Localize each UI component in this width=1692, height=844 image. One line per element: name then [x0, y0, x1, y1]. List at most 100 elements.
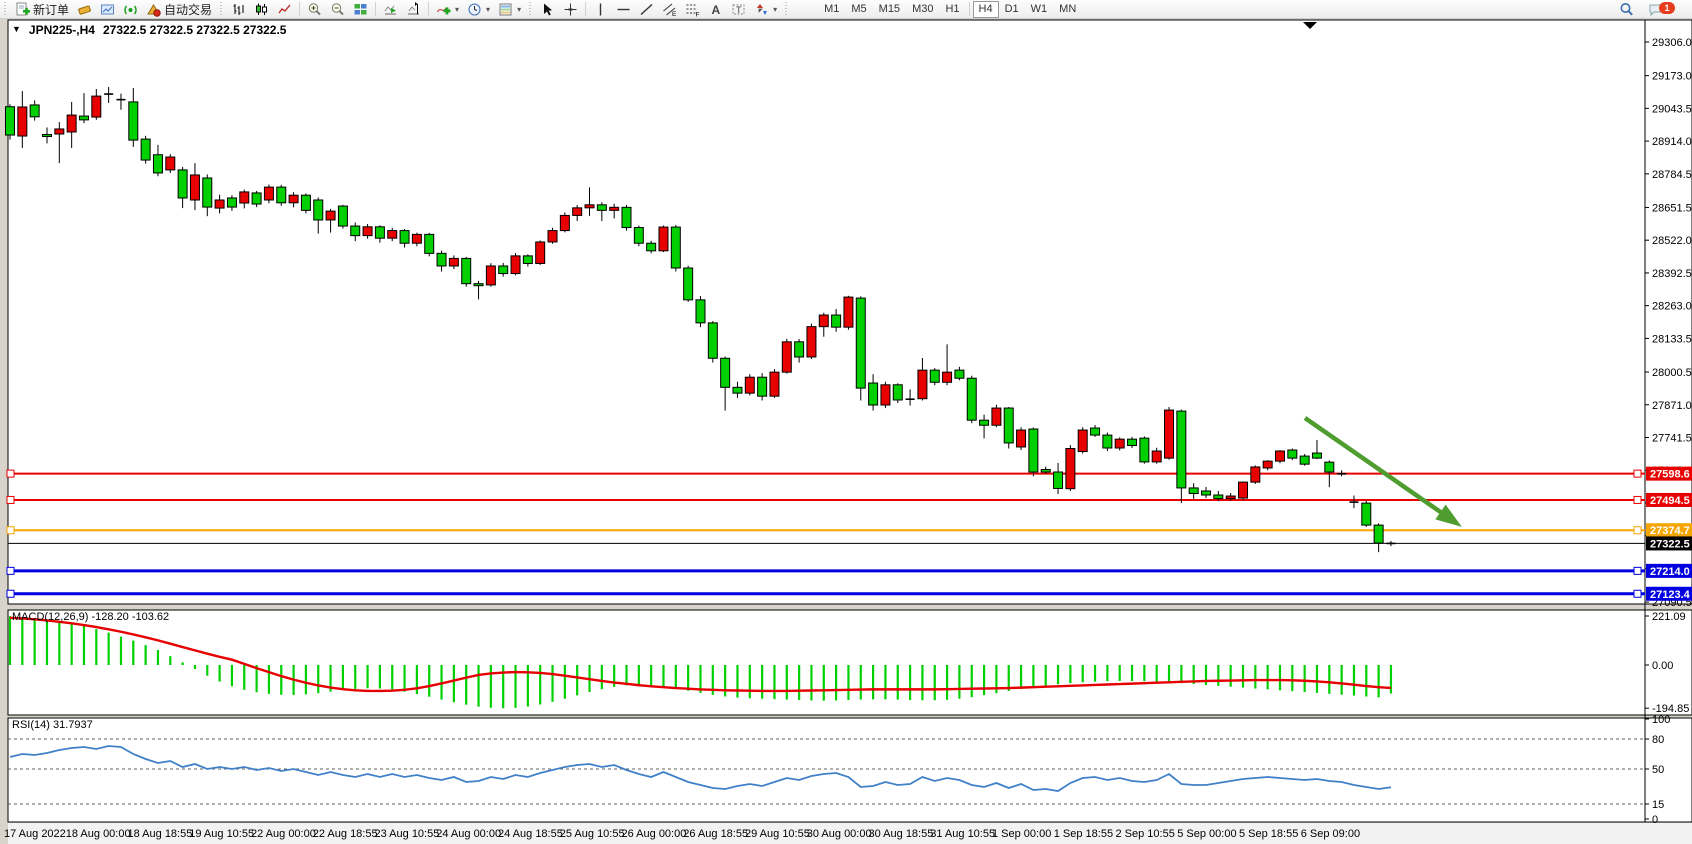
notifications-button[interactable]: 1	[1644, 1, 1686, 18]
periods-button[interactable]: ▾	[463, 1, 494, 18]
timeframe-h4-button[interactable]: H4	[972, 0, 999, 18]
candle-body	[387, 230, 398, 239]
candlestick	[1287, 448, 1298, 461]
timeframe-h1-button[interactable]: H1	[945, 3, 960, 15]
auto-scroll-button[interactable]	[379, 1, 402, 18]
line-handle[interactable]	[1633, 526, 1642, 535]
candle-body	[929, 369, 940, 383]
candlestick	[263, 184, 274, 204]
price-tick-label: 28651.5	[1652, 202, 1692, 214]
line-handle[interactable]	[6, 495, 15, 504]
candlestick	[1114, 437, 1125, 451]
rsi-tick-label: 15	[1652, 799, 1664, 811]
candlestick	[559, 212, 570, 233]
signals-button[interactable]	[119, 1, 142, 18]
candle-body	[436, 252, 447, 267]
candle-body	[1250, 466, 1261, 483]
trend-arrow[interactable]	[1303, 416, 1446, 517]
candlestick	[707, 321, 718, 363]
candle-body	[1262, 460, 1273, 469]
candlestick	[350, 222, 361, 242]
new-order-button[interactable]: 新订单	[11, 1, 73, 18]
line-handle[interactable]	[1633, 566, 1642, 575]
chevron-down-icon[interactable]: ▾	[517, 4, 522, 14]
label-tool-button[interactable]: T	[727, 1, 750, 18]
price-tick-label: 28784.5	[1652, 169, 1692, 181]
candlestick	[1311, 439, 1322, 460]
candle-body	[991, 407, 1002, 426]
timeframe-d1-button[interactable]: D1	[1004, 3, 1019, 15]
price-line-label	[1646, 466, 1692, 481]
candle-body	[399, 230, 410, 244]
chart-shift-button[interactable]	[402, 1, 425, 18]
candle-body	[411, 233, 422, 244]
one-click-trading-caret-icon[interactable]: ▼	[12, 24, 21, 34]
candle-body	[695, 299, 706, 324]
clock-icon	[468, 3, 481, 15]
chevron-down-icon[interactable]: ▾	[486, 4, 491, 14]
candlestick	[1127, 436, 1138, 448]
indicators-button[interactable]: ▾	[432, 1, 463, 18]
timeframe-m30-button[interactable]: M30	[912, 3, 934, 15]
candle-body	[670, 226, 681, 269]
market-watch-button[interactable]	[96, 1, 119, 18]
ohlc-values-label: 27322.5 27322.5 27322.5 27322.5	[102, 23, 287, 37]
trendline-tool-button[interactable]	[635, 1, 658, 18]
timeframe-m1-button[interactable]: M1	[824, 3, 840, 15]
search-button[interactable]	[1615, 1, 1638, 18]
metaeditor-button[interactable]	[73, 1, 96, 18]
candle-body	[1274, 450, 1285, 462]
line-handle[interactable]	[6, 589, 15, 598]
line-handle[interactable]	[1633, 589, 1642, 598]
line-handle[interactable]	[6, 526, 15, 535]
time-axis-label: 24 Aug 18:55	[498, 828, 563, 840]
search-icon	[1620, 2, 1633, 16]
candlestick	[1262, 460, 1273, 471]
trend-arrow-head[interactable]	[1435, 504, 1462, 527]
candle-body	[1127, 438, 1138, 446]
chevron-down-icon[interactable]: ▾	[455, 4, 460, 14]
candlestick	[1003, 407, 1014, 449]
candle-body	[140, 138, 151, 161]
time-axis-label: 2 Sep 10:55	[1116, 828, 1175, 840]
vline-icon	[599, 3, 602, 15]
zoom-in-button[interactable]	[303, 1, 326, 18]
candle-chart-type-button[interactable]	[250, 1, 273, 18]
candlestick	[128, 88, 139, 147]
candle-body	[1065, 448, 1076, 490]
line-handle[interactable]	[6, 469, 15, 478]
time-axis-label: 22 Aug 00:00	[251, 828, 316, 840]
templates-button[interactable]: ▾	[494, 1, 525, 18]
line-handle[interactable]	[6, 566, 15, 575]
channel-tool-button[interactable]: E	[658, 1, 681, 18]
chart-title: ▼ JPN225-,H4 27322.5 27322.5 27322.5 273…	[12, 23, 286, 37]
candlestick	[757, 373, 768, 401]
timeframe-mn-button[interactable]: MN	[1059, 3, 1077, 15]
toolbar-grip	[527, 2, 535, 16]
text-tool-button[interactable]: A	[704, 1, 727, 18]
chart-shift-marker-icon[interactable]	[1303, 22, 1317, 29]
bar-chart-type-button[interactable]	[227, 1, 250, 18]
macd-signal-line	[9, 616, 1392, 693]
arrows-tool-button[interactable]: ▾	[750, 1, 781, 18]
timeframe-w1-button[interactable]: W1	[1030, 3, 1048, 15]
cursor-tool-button[interactable]	[536, 1, 559, 18]
fibonacci-tool-button[interactable]: F	[681, 1, 704, 18]
line-handle[interactable]	[1633, 469, 1642, 478]
timeframe-m15-button[interactable]: M15	[878, 3, 901, 15]
zoom-out-button[interactable]	[326, 1, 349, 18]
hline-tool-button[interactable]	[612, 1, 635, 18]
crosshair-tool-button[interactable]	[559, 1, 582, 18]
line-chart-type-button[interactable]	[273, 1, 296, 18]
vline-tool-button[interactable]	[589, 1, 612, 18]
rsi-tick-label: 80	[1652, 734, 1664, 746]
candlestick	[448, 255, 459, 270]
line-handle[interactable]	[1633, 495, 1642, 504]
tile-windows-button[interactable]	[349, 1, 372, 18]
chevron-down-icon[interactable]: ▾	[773, 4, 778, 14]
autotrading-button[interactable]: 自动交易	[142, 1, 216, 18]
candle-body	[769, 371, 780, 397]
timeframe-m5-button[interactable]: M5	[851, 3, 867, 15]
candle-body	[1028, 428, 1039, 473]
candle-body	[522, 255, 533, 264]
